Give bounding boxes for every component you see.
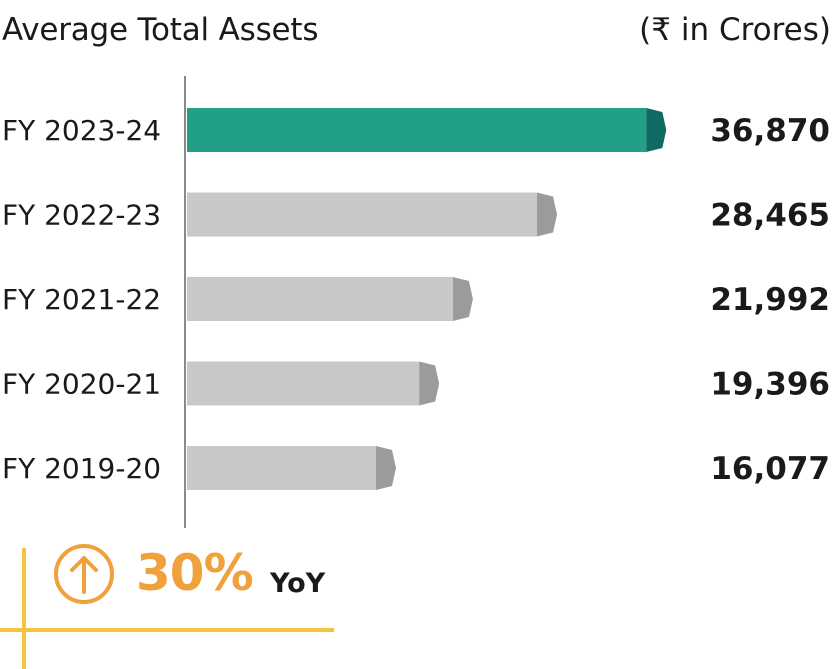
category-label: FY 2023-24 bbox=[2, 114, 161, 147]
yoy-label: YoY bbox=[270, 568, 326, 599]
bar-cap-fy-2022-23 bbox=[537, 192, 558, 237]
category-label: FY 2019-20 bbox=[2, 452, 161, 485]
decor-vertical-line bbox=[22, 548, 26, 669]
bar-fy-2021-22 bbox=[187, 277, 453, 321]
arrow-up-circle-icon bbox=[54, 544, 114, 604]
bar-cap-fy-2019-20 bbox=[376, 446, 397, 490]
bar-cap-fy-2020-21 bbox=[419, 361, 440, 406]
value-label: 36,870 bbox=[710, 113, 830, 149]
bar-cap-fy-2023-24 bbox=[646, 108, 667, 152]
bar-fy-2020-21 bbox=[187, 361, 420, 406]
category-label: FY 2021-22 bbox=[2, 283, 161, 316]
bar-fy-2019-20 bbox=[187, 446, 377, 490]
bar-fy-2022-23 bbox=[187, 192, 538, 237]
chart-title: Average Total Assets bbox=[2, 12, 319, 48]
bar-fy-2023-24 bbox=[187, 108, 647, 152]
category-label: FY 2022-23 bbox=[2, 199, 161, 232]
bar-chart: FY 2023-24 36,870 FY 2022-23 28,465 FY 2021-… bbox=[2, 76, 830, 528]
value-label: 16,077 bbox=[710, 451, 830, 487]
value-label: 21,992 bbox=[710, 282, 830, 318]
decor-horizontal-line bbox=[0, 628, 334, 632]
value-label: 19,396 bbox=[710, 367, 830, 403]
unit-label: (₹ in Crores) bbox=[639, 12, 831, 48]
yoy-percent: 30% bbox=[136, 544, 254, 602]
bar-cap-fy-2021-22 bbox=[452, 277, 473, 321]
category-label: FY 2020-21 bbox=[2, 368, 161, 401]
value-label: 28,465 bbox=[710, 198, 830, 234]
yoy-callout: 30% YoY bbox=[52, 542, 352, 612]
